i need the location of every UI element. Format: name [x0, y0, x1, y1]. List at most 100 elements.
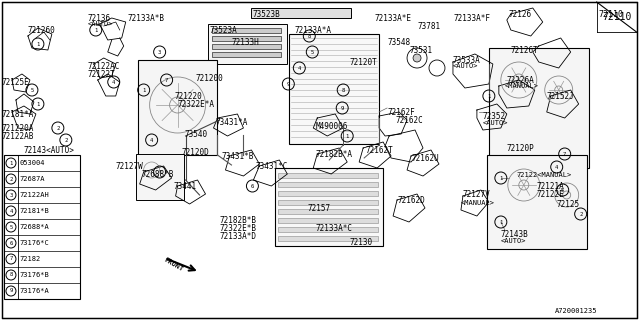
Text: 1: 1 [94, 28, 97, 33]
Text: 73531: 73531 [409, 46, 432, 55]
Text: 72122AH: 72122AH [20, 192, 50, 198]
Text: 72181*B: 72181*B [20, 208, 50, 214]
Bar [211, 52, 282, 57]
Text: 1: 1 [142, 87, 145, 92]
Text: 72133H: 72133H [232, 38, 259, 47]
Text: 73431*A: 73431*A [216, 118, 248, 127]
Bar [207, 24, 287, 64]
Bar [489, 48, 589, 168]
Text: 72322E*A: 72322E*A [177, 100, 214, 109]
Text: 73431*C: 73431*C [255, 162, 288, 171]
Text: 72162T: 72162T [365, 146, 393, 155]
Text: 4: 4 [298, 66, 301, 70]
Text: 1: 1 [36, 42, 40, 46]
Bar [275, 168, 383, 246]
Text: 72122<MANUAL>: 72122<MANUAL> [517, 172, 572, 178]
Text: 72121A: 72121A [537, 182, 564, 191]
Text: 72136: 72136 [88, 14, 111, 23]
Text: 8: 8 [308, 34, 311, 38]
Text: 73176*A: 73176*A [20, 288, 50, 294]
Text: 72687A: 72687A [20, 176, 45, 182]
Text: 5: 5 [561, 188, 564, 193]
Text: 72152J: 72152J [547, 92, 575, 101]
Text: 72226A: 72226A [507, 76, 534, 85]
Text: M490006: M490006 [316, 122, 348, 131]
Text: 72181*A: 72181*A [2, 110, 35, 119]
Text: 4: 4 [112, 79, 115, 84]
Text: 73548: 73548 [387, 38, 410, 47]
Bar [278, 209, 378, 214]
Bar [211, 28, 282, 33]
Text: 7: 7 [563, 151, 566, 156]
Text: 72133A*C: 72133A*C [316, 224, 352, 233]
Text: 72133A*E: 72133A*E [374, 14, 411, 23]
Bar [252, 8, 351, 18]
Text: 9: 9 [287, 82, 290, 86]
Bar [138, 60, 218, 155]
Text: 1: 1 [499, 175, 502, 180]
Text: 72127W: 72127W [116, 162, 143, 171]
Text: 73176*B: 73176*B [20, 272, 50, 278]
Text: 73533A: 73533A [453, 56, 481, 65]
Text: 72143B: 72143B [501, 230, 529, 239]
Text: 2: 2 [64, 138, 67, 142]
Bar [278, 182, 378, 187]
Bar [4, 155, 80, 299]
Text: 7: 7 [10, 257, 13, 261]
Text: 72133A*F: 72133A*F [454, 14, 491, 23]
Bar [278, 191, 378, 196]
Text: 6: 6 [251, 183, 254, 188]
Text: <AUTO>: <AUTO> [453, 63, 479, 69]
Text: <AUTO>: <AUTO> [483, 120, 508, 126]
Bar [487, 155, 587, 249]
Text: 72162C: 72162C [395, 116, 423, 125]
Text: <AUTO>: <AUTO> [501, 238, 526, 244]
Text: 72133A*A: 72133A*A [294, 26, 332, 35]
Text: 721200: 721200 [196, 74, 223, 83]
Text: 73523B: 73523B [252, 10, 280, 19]
Text: 4: 4 [150, 138, 153, 142]
Text: 5: 5 [10, 225, 13, 229]
Text: 2: 2 [579, 212, 582, 217]
Text: 8: 8 [10, 273, 13, 277]
Bar [211, 36, 282, 41]
Text: 6: 6 [10, 241, 13, 245]
Bar [289, 34, 379, 144]
Text: 72688*A: 72688*A [20, 224, 50, 230]
Text: 72125: 72125 [557, 200, 580, 209]
Text: 72143<AUTO>: 72143<AUTO> [24, 146, 75, 155]
Text: 72122AC: 72122AC [88, 62, 120, 71]
Text: 1: 1 [36, 101, 40, 107]
Text: 72110: 72110 [603, 12, 632, 22]
Text: 72182: 72182 [20, 256, 41, 262]
Text: 72127V: 72127V [463, 190, 491, 199]
Text: 72133A*B: 72133A*B [128, 14, 164, 23]
Text: 72322E*B: 72322E*B [220, 224, 257, 233]
Bar [278, 173, 378, 178]
Text: 72122T: 72122T [88, 70, 116, 79]
Text: 72130: 72130 [349, 238, 372, 247]
Text: 72162D: 72162D [397, 196, 425, 205]
Text: 3: 3 [158, 50, 161, 54]
Bar [211, 44, 282, 49]
Text: 73176*C: 73176*C [20, 240, 50, 246]
Text: <MANUAL>: <MANUAL> [505, 83, 539, 89]
Bar [278, 236, 378, 241]
Text: 72182B*A: 72182B*A [316, 150, 352, 159]
Text: 72125E: 72125E [2, 78, 29, 87]
Text: 1: 1 [158, 170, 161, 174]
Text: 72133A*D: 72133A*D [220, 232, 257, 241]
Bar [278, 218, 378, 223]
Text: A720001235: A720001235 [555, 308, 597, 314]
Text: 72122AB: 72122AB [2, 132, 35, 141]
Text: 73523A: 73523A [209, 26, 237, 35]
Text: 72162U: 72162U [411, 154, 439, 163]
Text: 4: 4 [555, 164, 558, 170]
Text: 2: 2 [10, 177, 13, 181]
Text: 72120D: 72120D [182, 148, 209, 157]
Text: 1: 1 [10, 161, 13, 165]
Text: 72182B*B: 72182B*B [220, 216, 257, 225]
Text: 72110: 72110 [598, 10, 623, 19]
Text: 73540: 73540 [184, 130, 208, 139]
Text: FRONT: FRONT [163, 257, 184, 273]
